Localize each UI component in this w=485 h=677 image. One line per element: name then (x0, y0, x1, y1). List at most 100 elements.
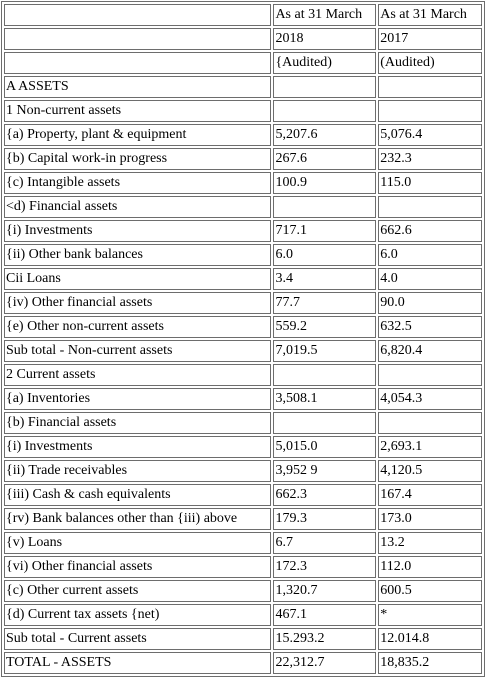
value-2017-cell: 6,820.4 (378, 340, 482, 362)
label-cell: {iii) Cash & cash equivalents (4, 484, 272, 506)
value-2018-cell (273, 412, 377, 434)
value-2018-cell: 5,015.0 (273, 436, 377, 458)
label-cell (4, 28, 272, 50)
table-row: {i) Investments 717.1 662.6 (4, 220, 482, 242)
table-row: {a) Inventories 3,508.1 4,054.3 (4, 388, 482, 410)
value-2017-cell: 112.0 (378, 556, 482, 578)
table-row: {d) Current tax assets {net) 467.1 * (4, 604, 482, 626)
label-cell: 1 Non-current assets (4, 100, 272, 122)
label-cell: Cii Loans (4, 268, 272, 290)
label-cell: Sub total - Non-current assets (4, 340, 272, 362)
value-2017-cell (378, 76, 482, 98)
table-row: Cii Loans 3.4 4.0 (4, 268, 482, 290)
value-2018-cell: 2018 (273, 28, 377, 50)
value-2018-cell: 717.1 (273, 220, 377, 242)
table-row: {c) Other current assets 1,320.7 600.5 (4, 580, 482, 602)
value-2017-cell: 4,054.3 (378, 388, 482, 410)
value-2017-cell: 6.0 (378, 244, 482, 266)
label-cell: Sub total - Current assets (4, 628, 272, 650)
value-2018-cell: 22,312.7 (273, 652, 377, 674)
value-2017-cell (378, 364, 482, 386)
label-cell: {c) Intangible assets (4, 172, 272, 194)
value-2017-cell: 2017 (378, 28, 482, 50)
label-cell: {e) Other non-current assets (4, 316, 272, 338)
value-2017-cell: 632.5 (378, 316, 482, 338)
value-2018-cell: 100.9 (273, 172, 377, 194)
value-2018-cell (273, 364, 377, 386)
table-row: TOTAL - ASSETS 22,312.7 18,835.2 (4, 652, 482, 674)
value-2018-cell: 1,320.7 (273, 580, 377, 602)
table-row: 1 Non-current assets (4, 100, 482, 122)
table-row: {b) Financial assets (4, 412, 482, 434)
label-cell: {c) Other current assets (4, 580, 272, 602)
value-2018-cell: As at 31 March (273, 4, 377, 26)
value-2018-cell: 3,508.1 (273, 388, 377, 410)
table-row: {iv) Other financial assets 77.7 90.0 (4, 292, 482, 314)
value-2017-cell: 167.4 (378, 484, 482, 506)
table-row: {i) Investments 5,015.0 2,693.1 (4, 436, 482, 458)
label-cell: {vi) Other financial assets (4, 556, 272, 578)
label-cell: {d) Current tax assets {net) (4, 604, 272, 626)
label-cell: <d) Financial assets (4, 196, 272, 218)
balance-sheet-body: As at 31 March As at 31 March 2018 2017 {Aud… (4, 4, 482, 674)
table-row: {ii) Other bank balances 6.0 6.0 (4, 244, 482, 266)
value-2017-cell: 173.0 (378, 508, 482, 530)
value-2017-cell: 232.3 (378, 148, 482, 170)
header-row: 2018 2017 (4, 28, 482, 50)
label-cell: {a) Inventories (4, 388, 272, 410)
table-row: {c) Intangible assets 100.9 115.0 (4, 172, 482, 194)
value-2018-cell: 467.1 (273, 604, 377, 626)
value-2017-cell: 115.0 (378, 172, 482, 194)
value-2018-cell (273, 76, 377, 98)
value-2017-cell: 2,693.1 (378, 436, 482, 458)
value-2018-cell: 7,019.5 (273, 340, 377, 362)
value-2017-cell: As at 31 March (378, 4, 482, 26)
label-cell: TOTAL - ASSETS (4, 652, 272, 674)
label-cell (4, 4, 272, 26)
label-cell: 2 Current assets (4, 364, 272, 386)
table-row: {vi) Other financial assets 172.3 112.0 (4, 556, 482, 578)
header-row: {Audited) (Audited) (4, 52, 482, 74)
value-2018-cell: 559.2 (273, 316, 377, 338)
value-2017-cell: 662.6 (378, 220, 482, 242)
table-row: {e) Other non-current assets 559.2 632.5 (4, 316, 482, 338)
value-2018-cell: 172.3 (273, 556, 377, 578)
table-row: 2 Current assets (4, 364, 482, 386)
label-cell: {v) Loans (4, 532, 272, 554)
value-2017-cell (378, 412, 482, 434)
label-cell: {ii) Other bank balances (4, 244, 272, 266)
value-2018-cell: 662.3 (273, 484, 377, 506)
label-cell: {ii) Trade receivables (4, 460, 272, 482)
value-2018-cell (273, 196, 377, 218)
label-cell (4, 52, 272, 74)
label-cell: {i) Investments (4, 220, 272, 242)
table-row: {b) Capital work-in progress 267.6 232.3 (4, 148, 482, 170)
label-cell: {rv) Bank balances other than {iii) abov… (4, 508, 272, 530)
value-2018-cell: {Audited) (273, 52, 377, 74)
value-2017-cell: 18,835.2 (378, 652, 482, 674)
label-cell: {a) Property, plant & equipment (4, 124, 272, 146)
table-row: <d) Financial assets (4, 196, 482, 218)
value-2017-cell: (Audited) (378, 52, 482, 74)
table-row: {ii) Trade receivables 3,952 9 4,120.5 (4, 460, 482, 482)
label-cell: {iv) Other financial assets (4, 292, 272, 314)
value-2018-cell: 15.293.2 (273, 628, 377, 650)
value-2018-cell (273, 100, 377, 122)
value-2017-cell: 12.014.8 (378, 628, 482, 650)
value-2017-cell: 5,076.4 (378, 124, 482, 146)
table-row: {v) Loans 6.7 13.2 (4, 532, 482, 554)
value-2017-cell: 4.0 (378, 268, 482, 290)
label-cell: {b) Capital work-in progress (4, 148, 272, 170)
value-2018-cell: 6.7 (273, 532, 377, 554)
value-2018-cell: 5,207.6 (273, 124, 377, 146)
table-row: {a) Property, plant & equipment 5,207.6 5,… (4, 124, 482, 146)
label-cell: A ASSETS (4, 76, 272, 98)
value-2018-cell: 267.6 (273, 148, 377, 170)
value-2017-cell: 600.5 (378, 580, 482, 602)
value-2017-cell: 13.2 (378, 532, 482, 554)
table-row: {rv) Bank balances other than {iii) abov… (4, 508, 482, 530)
table-row: Sub total - Non-current assets 7,019.5 6,8… (4, 340, 482, 362)
value-2018-cell: 6.0 (273, 244, 377, 266)
table-row: Sub total - Current assets 15.293.2 12.014… (4, 628, 482, 650)
